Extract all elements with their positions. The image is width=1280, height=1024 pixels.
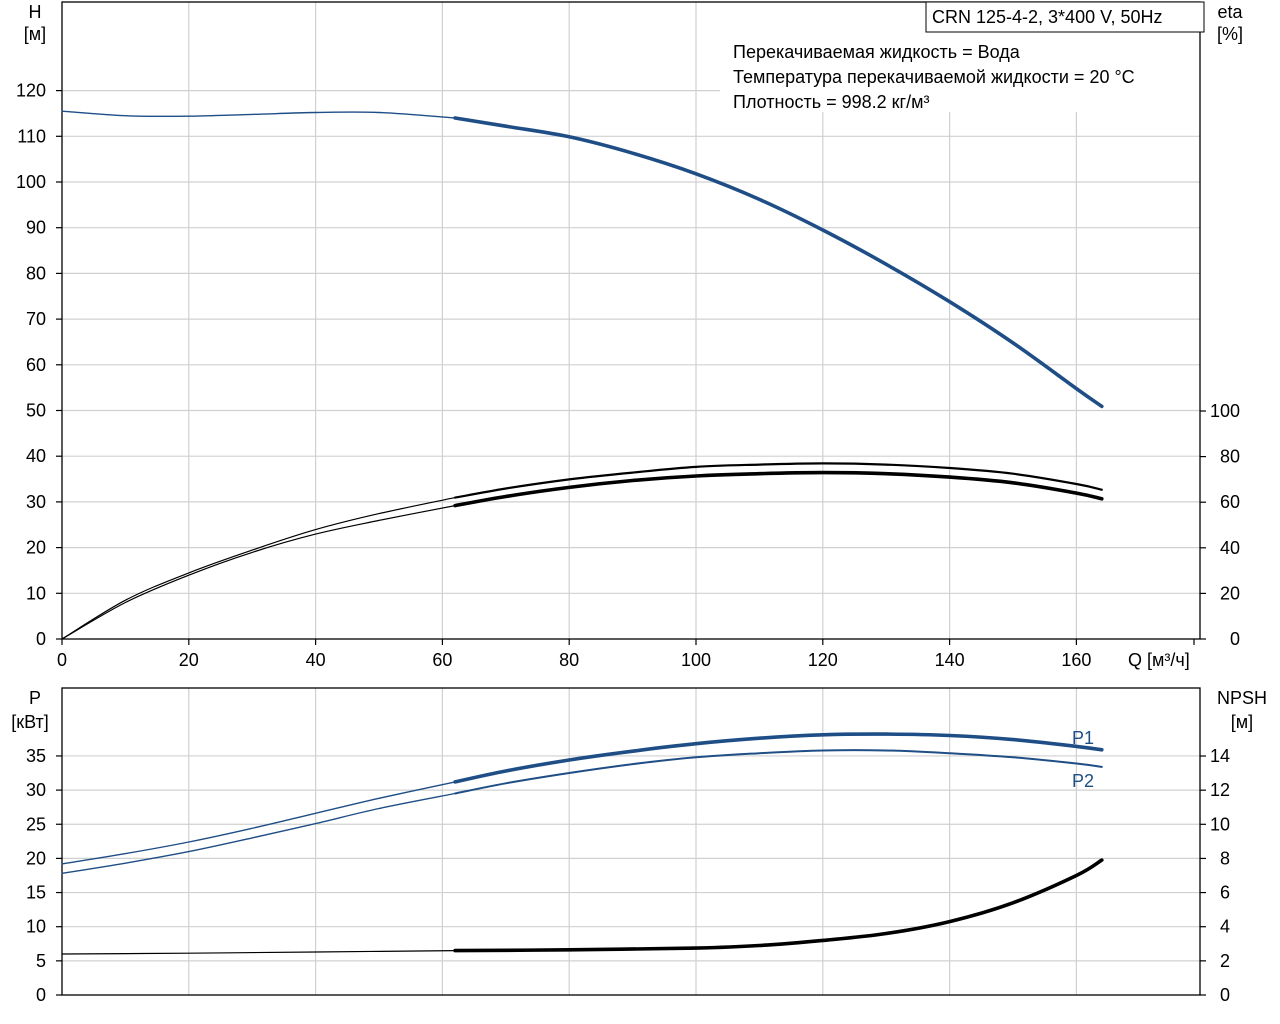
y-tick-label-left-top: 90: [26, 218, 46, 238]
head-eta-panel: 0 10 20 30 40 50 60 70 80 90 100 110 120 0 20 40 60 80 100…: [16, 1, 1243, 670]
eta-pump-curve-operating: [454, 462, 1103, 499]
eta-total-curve-operating: [453, 470, 1104, 508]
y-tick-label-left-top: 70: [26, 309, 46, 329]
eta-total-curve-extended: [61, 505, 456, 640]
y-tick-label-left-bottom: 10: [26, 917, 46, 937]
y-tick-label-left-top: 100: [16, 172, 46, 192]
y-tick-label-left-bottom: 0: [36, 985, 46, 1005]
p2-curve-operating: [454, 749, 1103, 795]
y-tick-label-right-bottom: 8: [1220, 848, 1230, 868]
npsh-curve-extended: [61, 950, 456, 955]
top-plot-frame: [61, 1, 1201, 640]
title-text: CRN 125-4-2, 3*400 V, 50Hz: [932, 7, 1162, 27]
head-curve-operating: [453, 116, 1104, 409]
y-tick-label-left-top: 30: [26, 492, 46, 512]
y-tick-label-right-top: 100: [1210, 401, 1240, 421]
x-tick-label: 60: [432, 650, 452, 670]
y-tick-label-left-top: 0: [36, 629, 46, 649]
x-tick-label: 160: [1061, 650, 1091, 670]
p1-label: P1: [1072, 728, 1094, 748]
top-ticks: 0 10 20 30 40 50 60 70 80 90 100 110 120 0 20 40 60 80 100…: [16, 81, 1240, 670]
x-tick-label: 120: [808, 650, 838, 670]
info-liquid: Перекачиваемая жидкость = Вода: [733, 42, 1021, 62]
p1-curve-extended: [61, 781, 456, 865]
x-axis-label: Q [м³/ч]: [1128, 650, 1190, 670]
x-tick-label: 100: [681, 650, 711, 670]
y-right-name-top: eta: [1217, 2, 1243, 22]
y-tick-label-left-top: 110: [17, 126, 46, 146]
y-left-unit-bottom: [кВт]: [11, 712, 49, 732]
y-tick-label-right-bottom: 12: [1210, 780, 1230, 800]
y-left-name-top: H: [29, 2, 42, 22]
bottom-grid: [62, 688, 1200, 995]
top-series: [61, 110, 1104, 640]
y-right-unit-bottom: [м]: [1231, 712, 1253, 732]
y-tick-label-left-top: 10: [26, 583, 46, 603]
y-tick-label-left-bottom: 35: [26, 746, 46, 766]
y-tick-label-left-bottom: 15: [26, 883, 46, 903]
y-tick-label-left-top: 120: [16, 81, 46, 101]
info-density: Плотность = 998.2 кг/м³: [733, 92, 929, 112]
npsh-curve-operating: [453, 858, 1104, 953]
y-tick-label-right-bottom: 10: [1210, 814, 1230, 834]
y-tick-label-right-bottom: 6: [1220, 883, 1230, 903]
y-tick-label-right-top: 20: [1220, 583, 1240, 603]
eta-pump-curve-extended: [61, 497, 456, 640]
y-left-name-bottom: P: [29, 688, 41, 708]
y-right-unit-top: [%]: [1217, 24, 1243, 44]
y-tick-label-right-bottom: 4: [1220, 917, 1230, 937]
y-left-unit-top: [м]: [24, 24, 46, 44]
x-tick-label: 140: [935, 650, 965, 670]
y-tick-label-left-top: 50: [26, 401, 46, 421]
p2-label: P2: [1072, 771, 1094, 791]
y-tick-label-right-top: 40: [1220, 538, 1240, 558]
y-tick-label-left-top: 80: [26, 263, 46, 283]
x-tick-label: 80: [559, 650, 579, 670]
y-tick-label-right-bottom: 0: [1220, 985, 1230, 1005]
p2-curve-extended: [61, 792, 456, 875]
y-tick-label-left-bottom: 20: [26, 848, 46, 868]
y-tick-label-left-bottom: 5: [36, 951, 46, 971]
y-tick-label-right-top: 80: [1220, 447, 1240, 467]
x-tick-label: 0: [57, 650, 67, 670]
y-tick-label-left-top: 60: [26, 355, 46, 375]
head-curve-extended: [61, 110, 456, 119]
y-tick-label-right-top: 60: [1220, 492, 1240, 512]
x-tick-label: 40: [306, 650, 326, 670]
info-temperature: Температура перекачиваемой жидкости = 20…: [733, 67, 1135, 87]
bottom-series: [61, 732, 1104, 955]
y-tick-label-left-bottom: 30: [26, 780, 46, 800]
y-tick-label-left-top: 40: [26, 446, 46, 466]
y-tick-label-right-bottom: 14: [1210, 746, 1230, 766]
bottom-ticks: 0 5 10 15 20 25 30 35 0 2 4 6 8 10 12 14: [26, 746, 1230, 1005]
title-box: [925, 1, 1205, 33]
y-tick-label-left-bottom: 25: [26, 814, 46, 834]
y-tick-label-left-top: 20: [26, 538, 46, 558]
top-grid: [62, 2, 1200, 639]
y-tick-label-right-bottom: 2: [1220, 951, 1230, 971]
bottom-plot-frame: [61, 687, 1201, 996]
y-right-name-bottom: NPSH: [1217, 688, 1267, 708]
p1-curve-operating: [453, 732, 1104, 784]
x-tick-label: 20: [179, 650, 199, 670]
y-tick-label-right-top: 0: [1230, 629, 1240, 649]
power-npsh-panel: 0 5 10 15 20 25 30 35 0 2 4 6 8 10 12 14 P [кВт] NPSH […: [11, 687, 1267, 1005]
